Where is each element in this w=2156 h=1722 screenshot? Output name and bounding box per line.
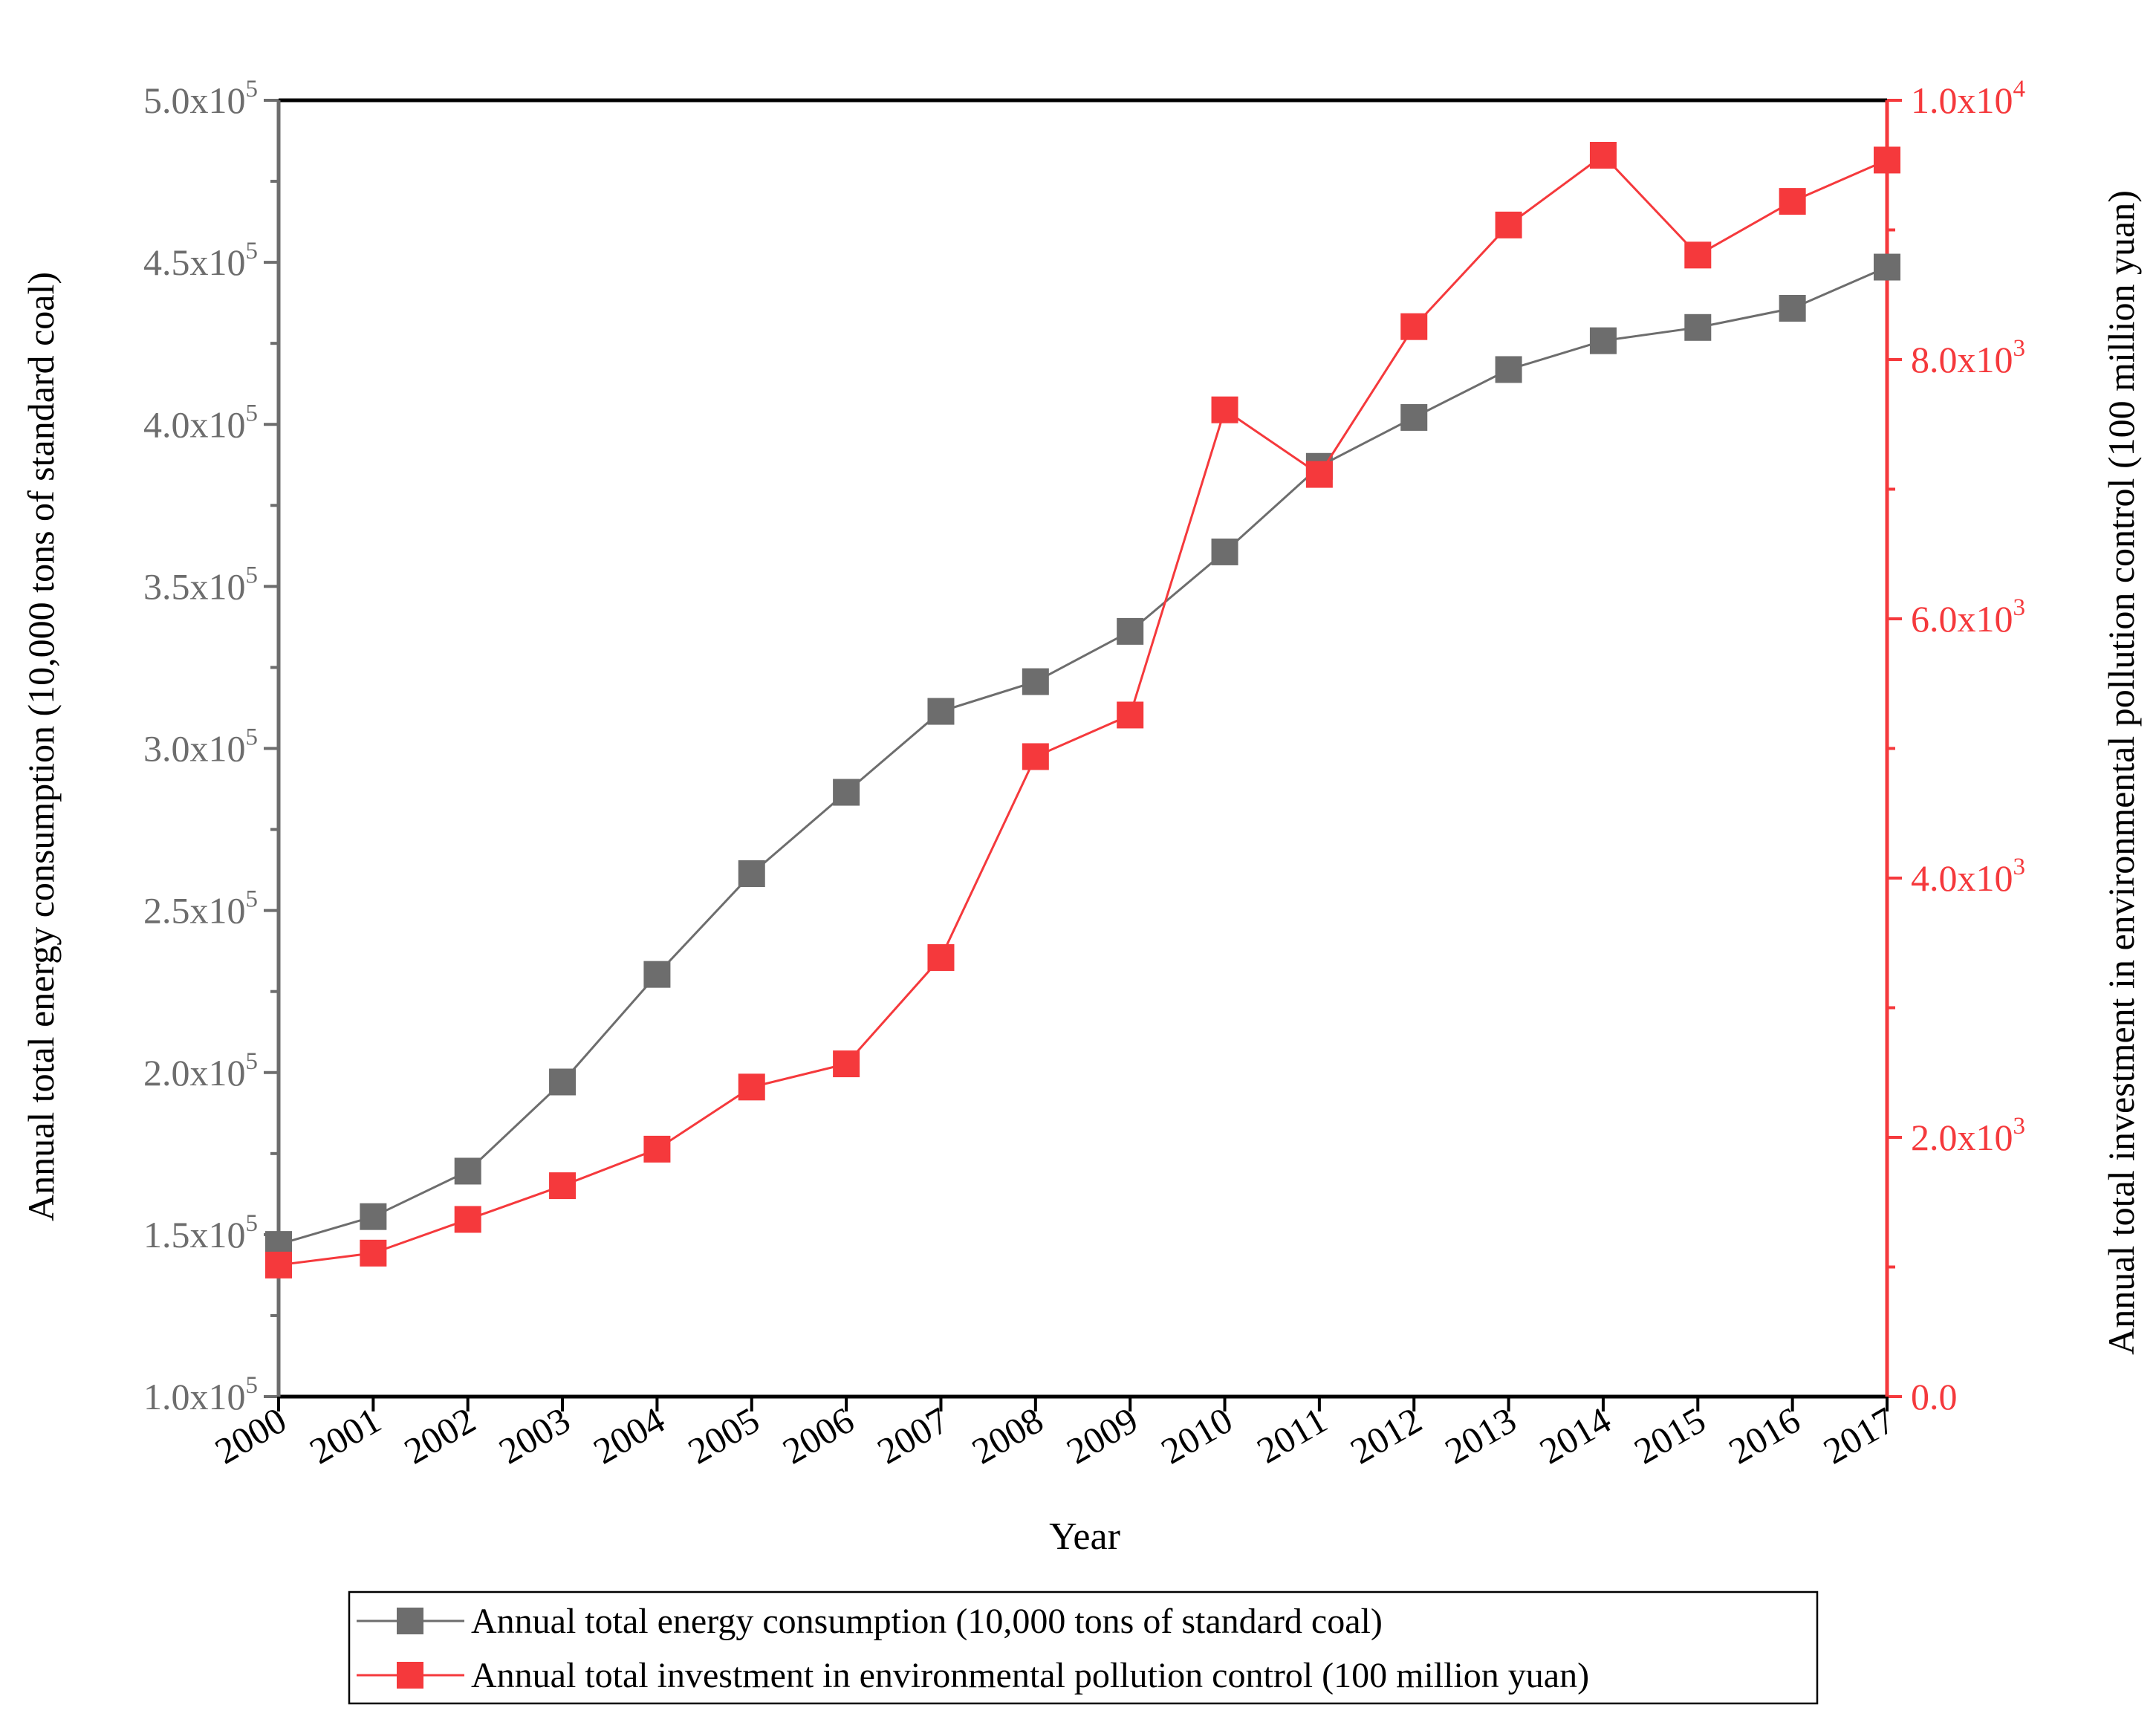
left-tick-label: 5.0x105 [143, 76, 258, 121]
x-tick-label: 2004 [586, 1399, 672, 1472]
right-tick-label: 6.0x103 [1911, 594, 2025, 640]
x-tick-label: 2010 [1154, 1399, 1239, 1472]
pollution-investment-line [278, 154, 1888, 1267]
investment-point-marker [1874, 146, 1900, 174]
right-y-axis: 0.0 2.0x103 4.0x103 6.0x103 8.0x103 1.0x104 [1885, 76, 2025, 1417]
x-tick-label: 2006 [776, 1399, 861, 1472]
right-tick-label: 8.0x103 [1911, 335, 2025, 380]
investment-point-marker [360, 1239, 387, 1267]
investment-point-marker [643, 1135, 671, 1163]
left-y-axis: 1.0x105 1.5x105 2.0x105 2.5x105 3.0x105 3.5x1… [143, 76, 281, 1417]
energy-point-marker [1022, 668, 1049, 695]
investment-point-marker [1495, 211, 1522, 238]
x-axis: 2000 2001 2002 2003 2004 2005 2006 2007 2008 2009… [208, 1397, 1902, 1472]
left-axis-label: Annual total energy consumption (10,000 … [20, 272, 62, 1221]
legend-label-energy: Annual total energy consumption (10,000 … [471, 1602, 1383, 1641]
legend-marker-investment [397, 1662, 423, 1689]
energy-consumption-line [278, 266, 1888, 1246]
energy-point-marker [1211, 538, 1238, 565]
energy-point-marker [1589, 327, 1617, 354]
investment-point-marker [833, 1050, 860, 1078]
right-tick-label: 2.0x103 [1911, 1113, 2025, 1158]
energy-point-marker [833, 779, 860, 806]
legend-box [348, 1591, 1819, 1705]
energy-point-marker [454, 1157, 481, 1185]
investment-point-marker [1684, 241, 1712, 269]
investment-point-marker [1211, 396, 1238, 423]
investment-point-marker [265, 1251, 292, 1278]
investment-point-marker [454, 1206, 481, 1233]
energy-point-marker [1779, 294, 1806, 322]
left-tick-label: 4.0x105 [143, 400, 258, 445]
investment-point-marker [549, 1172, 577, 1200]
investment-point-marker [1779, 188, 1806, 215]
energy-point-marker [360, 1203, 387, 1230]
left-tick-label: 3.5x105 [143, 562, 258, 607]
x-tick-label: 2016 [1722, 1399, 1808, 1472]
right-tick-label: 0.0 [1911, 1376, 1958, 1417]
x-tick-label: 2012 [1343, 1399, 1429, 1472]
x-tick-label: 2005 [681, 1399, 767, 1472]
right-tick-label: 1.0x104 [1911, 76, 2025, 121]
left-tick-label: 1.0x105 [143, 1372, 258, 1417]
left-tick-label: 4.5x105 [143, 238, 258, 283]
right-axis-label: Annual total investment in environmental… [2100, 190, 2142, 1355]
x-tick-label: 2003 [492, 1399, 577, 1472]
left-tick-label: 3.0x105 [143, 724, 258, 770]
energy-point-marker [549, 1068, 577, 1096]
legend-label-investment: Annual total investment in environmental… [471, 1656, 1589, 1695]
energy-point-marker [1874, 253, 1900, 281]
left-tick-label: 2.5x105 [143, 886, 258, 932]
left-tick-label: 2.0x105 [143, 1048, 258, 1094]
series-layer [265, 141, 1900, 1278]
x-tick-label: 2013 [1438, 1399, 1523, 1472]
x-tick-label: 2017 [1816, 1399, 1902, 1472]
investment-point-marker [1117, 701, 1144, 729]
investment-point-marker [738, 1073, 765, 1101]
energy-point-marker [927, 698, 955, 725]
energy-point-marker [643, 961, 671, 988]
x-tick-label: 2008 [965, 1399, 1051, 1472]
legend: Annual total energy consumption (10,000 … [348, 1591, 1819, 1705]
plot-frame [279, 98, 1887, 1399]
legend-marker-energy [397, 1608, 423, 1634]
x-tick-label: 2015 [1627, 1399, 1712, 1472]
investment-point-marker [1305, 461, 1333, 488]
energy-point-marker [738, 860, 765, 888]
investment-point-marker [1589, 141, 1617, 169]
right-tick-label: 4.0x103 [1911, 854, 2025, 899]
investment-point-marker [1022, 743, 1049, 770]
left-tick-label: 1.5x105 [143, 1210, 258, 1255]
x-tick-label: 2002 [397, 1399, 483, 1472]
investment-point-marker [927, 943, 955, 971]
energy-point-marker [1684, 313, 1712, 341]
energy-point-marker [1117, 617, 1144, 645]
x-tick-label: 2009 [1059, 1399, 1145, 1472]
energy-point-marker [1495, 356, 1522, 383]
x-tick-label: 2001 [302, 1399, 388, 1472]
x-tick-label: 2014 [1533, 1399, 1618, 1472]
investment-point-marker [1400, 313, 1428, 340]
x-tick-label: 2007 [870, 1399, 955, 1472]
x-axis-label: Year [1049, 1515, 1120, 1558]
x-tick-label: 2011 [1250, 1399, 1334, 1472]
energy-point-marker [1400, 403, 1428, 431]
